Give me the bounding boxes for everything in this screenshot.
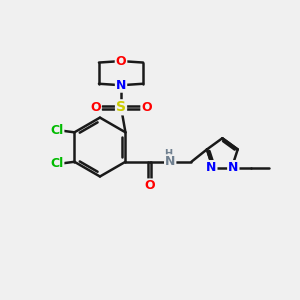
Text: O: O (116, 55, 126, 68)
Text: N: N (206, 161, 217, 174)
Text: O: O (141, 101, 152, 114)
Text: Cl: Cl (50, 157, 63, 170)
Text: N: N (116, 79, 126, 92)
Text: N: N (165, 155, 175, 168)
Text: H: H (164, 148, 172, 158)
Text: S: S (116, 100, 126, 114)
Text: O: O (144, 179, 155, 192)
Text: N: N (228, 161, 238, 174)
Text: O: O (90, 101, 101, 114)
Text: Cl: Cl (50, 124, 63, 137)
